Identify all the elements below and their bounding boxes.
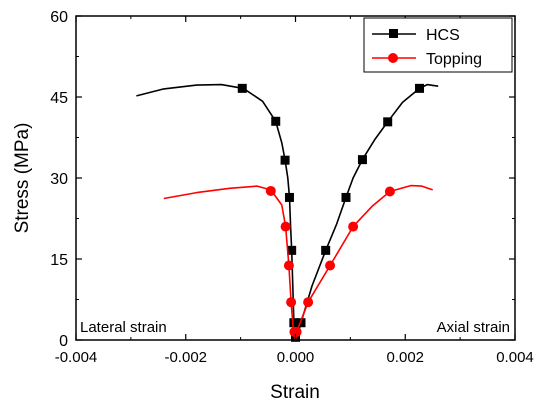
legend-box — [363, 17, 513, 73]
x-tick-label: -0.002 — [164, 349, 207, 366]
y-tick-label: 30 — [50, 171, 68, 188]
data-point-hcs — [357, 155, 367, 165]
y-tick-label: 15 — [50, 252, 68, 269]
y-tick-label: 60 — [50, 9, 68, 26]
data-point-topping — [291, 326, 302, 337]
legend: HCS Topping — [363, 17, 513, 73]
data-point-topping — [265, 185, 276, 196]
legend-label-hcs: HCS — [426, 27, 460, 44]
legend-label-topping: Topping — [426, 51, 482, 68]
data-point-topping — [348, 221, 359, 232]
data-point-topping — [384, 186, 395, 197]
axial-strain-annotation: Axial strain — [437, 319, 510, 336]
data-point-hcs — [415, 83, 425, 93]
axis-layer: -0.004 -0.002 0.000 0.002 0.004 0 15 30 45 60 — [50, 9, 534, 366]
y-tick-label: 0 — [59, 333, 68, 350]
data-point-topping — [325, 260, 336, 271]
lateral-strain-annotation: Lateral strain — [80, 319, 167, 336]
data-point-hcs — [383, 117, 393, 127]
x-tick-label: -0.004 — [55, 349, 98, 366]
legend-marker-topping — [388, 53, 398, 63]
data-point-hcs — [287, 245, 297, 255]
x-axis-label: Strain — [270, 382, 320, 403]
data-point-hcs — [271, 116, 281, 126]
data-point-hcs — [280, 155, 290, 165]
x-tick-label: 0.004 — [496, 349, 534, 366]
data-point-hcs — [289, 318, 299, 328]
x-tick-label: 0.002 — [386, 349, 424, 366]
legend-marker-hcs — [389, 29, 398, 38]
data-point-topping — [303, 297, 314, 308]
series-layer — [136, 83, 439, 342]
y-tick-label: 45 — [50, 90, 68, 107]
data-point-topping — [280, 221, 291, 232]
x-tick-label: 0.000 — [277, 349, 315, 366]
y-axis-label: Stress (MPa) — [12, 123, 33, 234]
data-point-hcs — [237, 83, 247, 93]
series-topping — [163, 184, 433, 341]
data-point-hcs — [284, 192, 294, 202]
data-point-hcs — [341, 192, 351, 202]
data-point-topping — [286, 297, 297, 308]
data-point-hcs — [321, 245, 331, 255]
series-line-topping — [163, 184, 433, 341]
data-point-topping — [283, 260, 294, 271]
